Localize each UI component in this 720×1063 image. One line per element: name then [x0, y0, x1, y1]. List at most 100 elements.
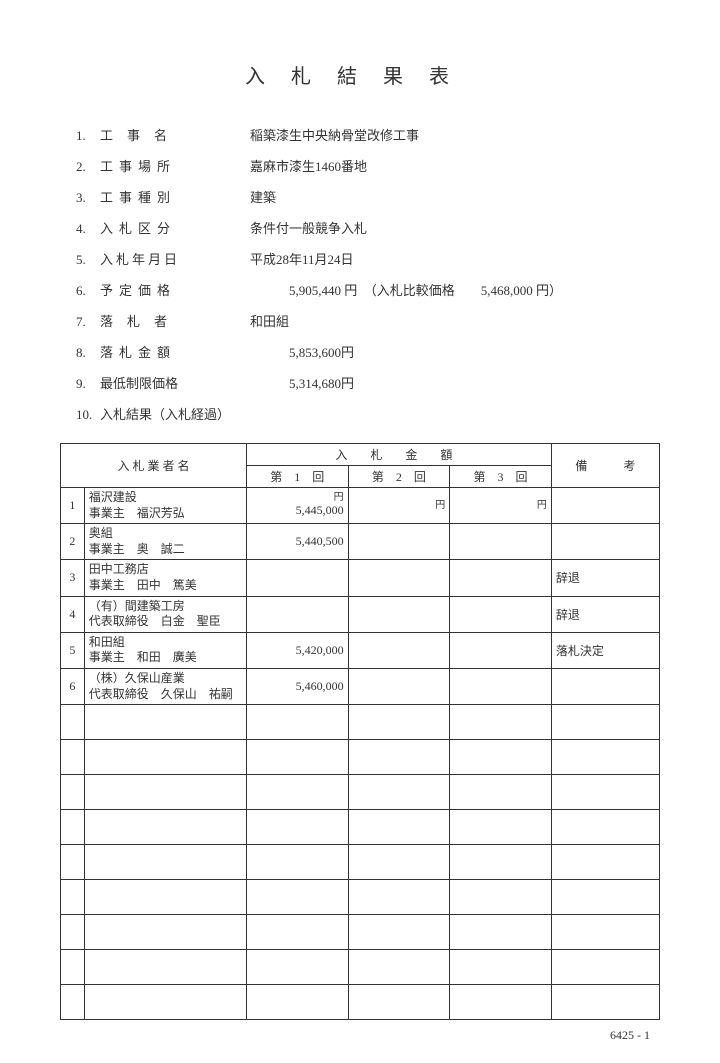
- empty-cell: [348, 740, 450, 775]
- empty-cell: [84, 915, 246, 950]
- table-row: [61, 810, 660, 845]
- empty-cell: [450, 705, 552, 740]
- bid-amount-round1: [246, 560, 348, 596]
- info-num: 10.: [76, 407, 100, 423]
- empty-cell: [84, 845, 246, 880]
- bid-amount-round2: [348, 668, 450, 704]
- empty-cell: [348, 915, 450, 950]
- empty-cell: [61, 915, 85, 950]
- amount-value: 5,440,500: [251, 534, 344, 549]
- amount-value: 5,445,000: [251, 503, 344, 518]
- info-row: 5.入札年月日平成28年11月24日: [76, 249, 660, 268]
- empty-cell: [450, 950, 552, 985]
- empty-cell: [84, 775, 246, 810]
- bidder-company: （有）間建築工房: [89, 599, 242, 615]
- table-row: 4（有）間建築工房代表取締役 白金 聖臣辞退: [61, 596, 660, 632]
- bid-amount-round1: 5,420,000: [246, 632, 348, 668]
- bid-amount-round2: [348, 596, 450, 632]
- row-number: 5: [61, 632, 85, 668]
- bid-amount-round3: [450, 560, 552, 596]
- header-bidder: 入 札 業 者 名: [61, 444, 247, 488]
- bid-amount-round3: [450, 524, 552, 560]
- bidder-name: 田中工務店事業主 田中 篤美: [84, 560, 246, 596]
- info-num: 9.: [76, 376, 100, 392]
- yen-unit: 円: [454, 501, 547, 511]
- empty-cell: [61, 985, 85, 1020]
- empty-cell: [61, 705, 85, 740]
- empty-cell: [348, 880, 450, 915]
- table-row: 3田中工務店事業主 田中 篤美辞退: [61, 560, 660, 596]
- empty-cell: [551, 950, 659, 985]
- table-row: [61, 740, 660, 775]
- bidder-company: 奥組: [89, 526, 242, 542]
- info-row: 9.最低制限価格 5,314,680円: [76, 373, 660, 392]
- bidder-rep: 事業主 奥 誠二: [89, 542, 242, 558]
- table-row: [61, 915, 660, 950]
- info-num: 4.: [76, 221, 100, 237]
- info-value: 平成28年11月24日: [250, 249, 660, 268]
- bid-amount-round3: [450, 632, 552, 668]
- bidder-rep: 事業主 福沢芳弘: [89, 506, 242, 522]
- bidder-rep: 代表取締役 白金 聖臣: [89, 614, 242, 630]
- bidder-rep: 代表取締役 久保山 祐嗣: [89, 687, 242, 703]
- empty-cell: [348, 775, 450, 810]
- info-label: 最低制限価格: [100, 373, 250, 392]
- empty-cell: [348, 985, 450, 1020]
- bid-amount-round2: [348, 560, 450, 596]
- empty-cell: [246, 705, 348, 740]
- empty-cell: [246, 845, 348, 880]
- empty-cell: [84, 880, 246, 915]
- info-row: 3.工事種別建築: [76, 187, 660, 206]
- table-row: [61, 845, 660, 880]
- empty-cell: [84, 985, 246, 1020]
- bid-result-table: 入 札 業 者 名 入 札 金 額 備 考 第 1 回 第 2 回 第 3 回 …: [60, 443, 660, 1020]
- empty-cell: [84, 740, 246, 775]
- table-row: 2奥組事業主 奥 誠二5,440,500: [61, 524, 660, 560]
- header-remark: 備 考: [551, 444, 659, 488]
- bidder-name: 福沢建設事業主 福沢芳弘: [84, 488, 246, 524]
- info-label: 工事場所: [100, 156, 250, 175]
- page-title: 入札結果表: [60, 60, 660, 89]
- empty-cell: [246, 740, 348, 775]
- info-num: 2.: [76, 159, 100, 175]
- empty-cell: [551, 810, 659, 845]
- empty-cell: [450, 985, 552, 1020]
- info-num: 8.: [76, 345, 100, 361]
- empty-cell: [246, 950, 348, 985]
- table-row: [61, 705, 660, 740]
- empty-cell: [348, 845, 450, 880]
- table-row: [61, 985, 660, 1020]
- remark-cell: 辞退: [551, 560, 659, 596]
- empty-cell: [450, 740, 552, 775]
- empty-cell: [246, 775, 348, 810]
- info-label: 工事種別: [100, 187, 250, 206]
- table-row: [61, 880, 660, 915]
- info-value: 5,905,440 円 （入札比較価格 5,468,000 円）: [250, 280, 660, 299]
- bid-amount-round1: [246, 596, 348, 632]
- info-num: 1.: [76, 128, 100, 144]
- remark-cell: [551, 524, 659, 560]
- info-num: 3.: [76, 190, 100, 206]
- empty-cell: [348, 950, 450, 985]
- empty-cell: [246, 915, 348, 950]
- info-row: 1.工事名稲築漆生中央納骨堂改修工事: [76, 125, 660, 144]
- empty-cell: [84, 705, 246, 740]
- bidder-name: 奥組事業主 奥 誠二: [84, 524, 246, 560]
- info-label: 落札者: [100, 311, 250, 330]
- bid-amount-round2: [348, 632, 450, 668]
- info-value: 5,853,600円: [250, 342, 660, 361]
- empty-cell: [61, 845, 85, 880]
- info-label: 予定価格: [100, 280, 250, 299]
- empty-cell: [348, 810, 450, 845]
- empty-cell: [450, 880, 552, 915]
- empty-cell: [551, 705, 659, 740]
- info-label: 入札年月日: [100, 249, 250, 268]
- remark-cell: [551, 668, 659, 704]
- info-list: 1.工事名稲築漆生中央納骨堂改修工事2.工事場所嘉麻市漆生1460番地3.工事種…: [76, 125, 660, 423]
- bidder-company: （株）久保山産業: [89, 671, 242, 687]
- bid-amount-round1: 5,440,500: [246, 524, 348, 560]
- bidder-name: 和田組事業主 和田 廣美: [84, 632, 246, 668]
- empty-cell: [551, 915, 659, 950]
- empty-cell: [61, 880, 85, 915]
- header-round3: 第 3 回: [450, 466, 552, 488]
